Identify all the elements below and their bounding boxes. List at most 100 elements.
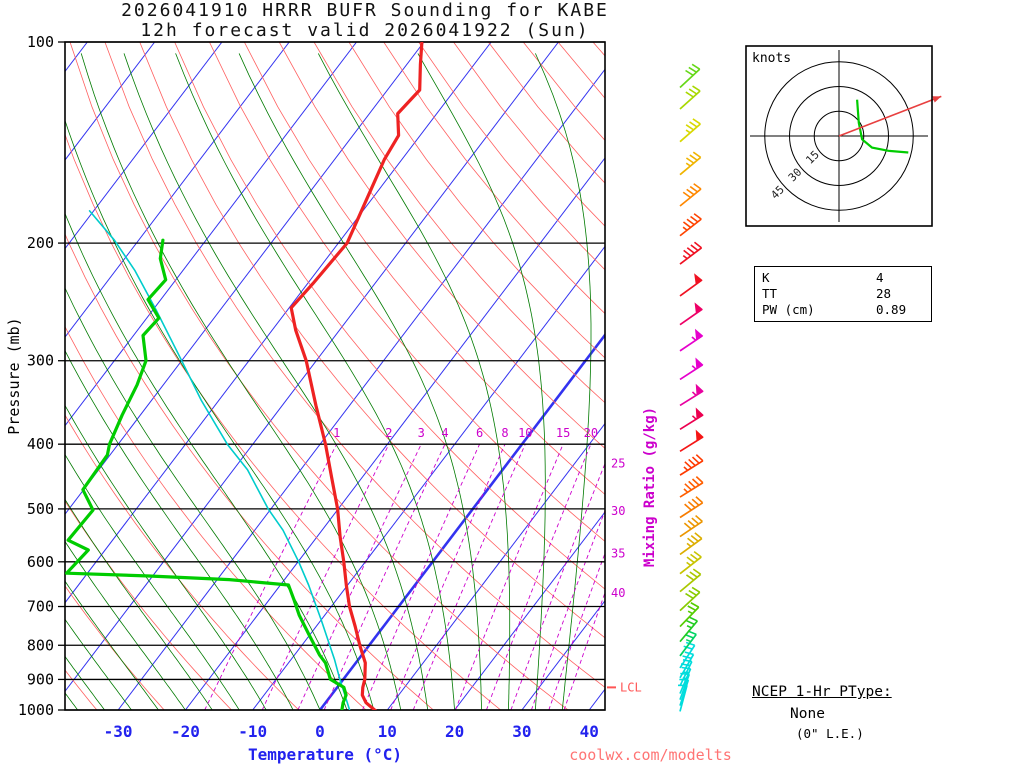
dry-adiabat [65,585,165,710]
hodograph-frame [745,45,933,227]
dry-adiabat [209,42,605,542]
isotherm [117,68,605,710]
isotherm [454,511,605,710]
ptype-block: NCEP 1-Hr PType: None (0" L.E.) [752,684,936,741]
moist-adiabat [65,212,348,710]
mixing-ratio-line [548,552,605,710]
mixing-ratio-axis-label: Mixing Ratio (g/kg) [642,406,658,568]
mixing-ratio-line [204,443,338,710]
dry-adiabat [69,42,569,710]
page-title: 2026041910 HRRR BUFR Sounding for KABE [121,0,609,21]
moist-adiabat [65,580,159,710]
ptype-note: (0" L.E.) [796,726,864,741]
dry-adiabat [65,500,233,710]
dry-adiabat [348,42,605,359]
moist-adiabat [65,618,132,710]
stat-label: PW (cm) [762,302,815,317]
wind-barb [679,616,699,643]
storm-motion-arrowhead [932,96,942,103]
isotherm [252,245,605,710]
moist-adiabat [65,453,240,710]
mixing-ratio-label: 3 [418,426,425,440]
wind-barb [679,641,696,669]
moist-adiabat [65,404,267,710]
wind-barb [679,241,703,265]
page-subtitle: 12h forecast valid 2026041922 (Sun) [140,20,590,41]
wind-barb [679,273,703,297]
wind-barb [679,514,703,538]
plot-frame [64,41,606,711]
dry-adiabat [65,669,98,710]
wind-barb [679,586,701,612]
mixing-ratio-label: 20 [584,426,598,440]
isotherm [65,42,425,516]
dry-adiabat [65,233,435,710]
isotherm [65,42,492,604]
ptype-value: None [790,706,825,722]
temp-tick-label: 30 [512,722,531,741]
sounding-curves [65,42,424,710]
temp-tick-label: 10 [378,722,397,741]
isotherm [65,42,223,250]
wind-barb [679,454,704,476]
stat-row: PW (cm) 0.89 [762,302,924,318]
mixing-ratio-label: 6 [476,426,483,440]
stat-label: TT [762,286,778,301]
mixing-ratio-label: 35 [611,547,625,561]
hodograph-ring [813,110,865,162]
mixing-ratio-label: 4 [441,426,448,440]
stat-value: 0.89 [876,302,907,317]
stat-row: TT 28 [762,286,924,302]
hodograph-ring [789,86,889,186]
wind-barb [679,429,704,453]
wind-barb [679,383,704,407]
mixing-ratio-label: 15 [556,426,570,440]
lcl-label: LCL [620,680,642,694]
dry-adiabat [453,42,605,227]
wind-barb [679,183,702,207]
wind-barb [679,407,704,431]
pressure-tick-label: 600 [27,553,54,571]
isotherm [185,157,605,710]
mixing-ratio-label: 40 [611,586,625,600]
dry-adiabat [592,42,605,57]
dry-adiabat [139,42,605,639]
isotherm [588,688,605,710]
skewt-background-lines [65,42,605,710]
stats-panel: K 4 TT 28 PW (cm) 0.89 [754,266,932,322]
mixing-ratio-label: 1 [333,426,340,440]
pressure-axis-label: Pressure (mb) [5,317,23,435]
pressure-tick-label: 300 [27,352,54,370]
moist-adiabat [123,53,429,710]
isotherm [65,42,290,338]
pressure-tick-label: 800 [27,636,54,654]
hodograph-trace [856,99,909,154]
moist-adiabat [80,53,402,710]
wind-barb [679,118,701,143]
dry-adiabat [278,42,605,449]
dry-adiabat [65,414,300,710]
pressure-tick-label: 400 [27,435,54,453]
moist-adiabat [175,53,455,710]
stat-value: 28 [876,286,892,301]
wetbulb-curve [88,210,351,710]
dry-adiabat [522,42,605,141]
moist-adiabat [65,540,186,710]
wind-barb [679,550,702,575]
storm-motion-vector [838,95,942,137]
temperature-curve [289,42,424,710]
mixing-ratio-label: 30 [611,504,625,518]
moist-adiabat [65,287,321,710]
wind-barb [679,302,703,326]
hodograph-ring [764,61,914,211]
isotherm [386,422,605,710]
temp-tick-label: 0 [315,722,325,741]
wind-barb [679,357,704,381]
moist-adiabat [65,655,105,710]
pressure-tick-label: 500 [27,500,54,518]
moist-adiabat [417,53,546,710]
mixing-ratio-label: 2 [385,426,392,440]
mixing-ratio-label: 8 [501,426,508,440]
